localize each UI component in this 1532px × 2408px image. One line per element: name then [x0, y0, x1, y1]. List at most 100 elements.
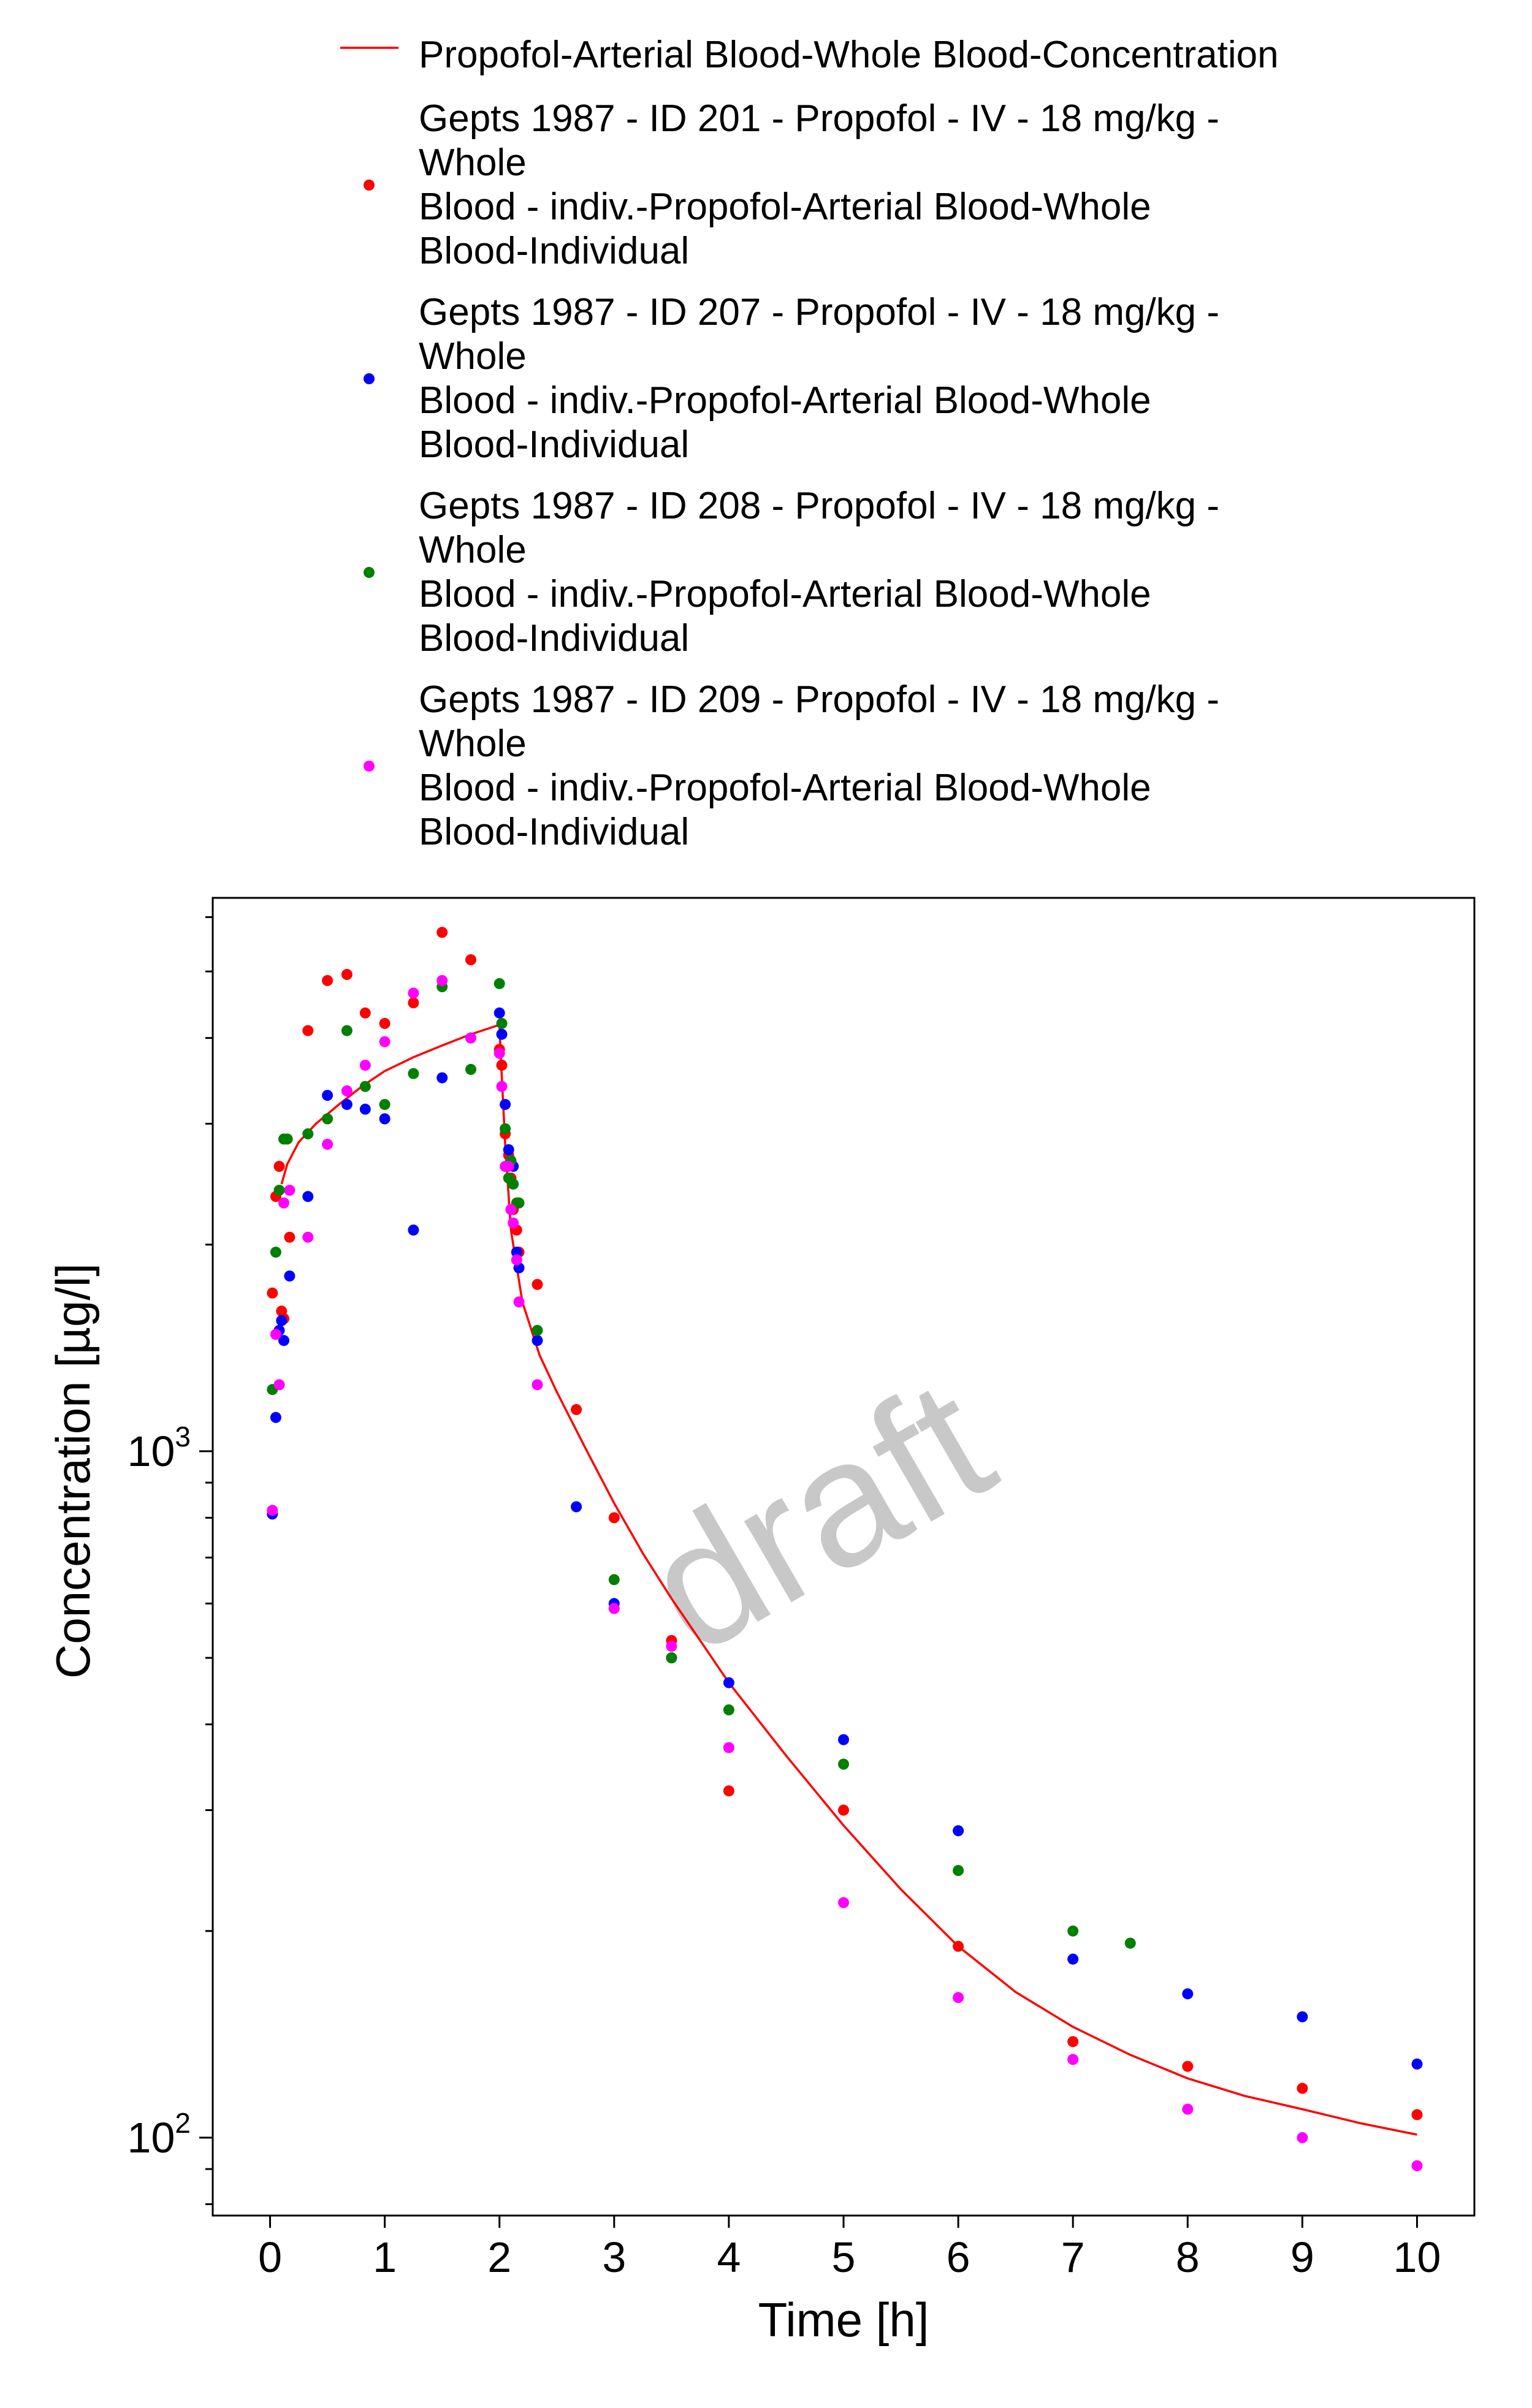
- data-point: [379, 1017, 391, 1029]
- data-point: [496, 1017, 508, 1029]
- data-point: [267, 1505, 278, 1516]
- legend-marker-swatch: [364, 373, 375, 384]
- data-point: [571, 1403, 582, 1415]
- data-point: [276, 1315, 288, 1326]
- data-point: [322, 1139, 333, 1150]
- data-point: [500, 1099, 511, 1111]
- data-point: [322, 1090, 333, 1101]
- data-point: [505, 1204, 517, 1215]
- data-point: [500, 1123, 511, 1134]
- x-tick-label: 7: [1061, 2233, 1085, 2281]
- data-point: [359, 1103, 371, 1115]
- data-point: [322, 974, 333, 986]
- data-point: [608, 1603, 620, 1614]
- data-point: [302, 1231, 314, 1243]
- data-point: [511, 1254, 522, 1266]
- data-point: [278, 1197, 289, 1209]
- y-axis-title: Concentration [µg/l]: [46, 1263, 100, 1679]
- data-point: [281, 1133, 293, 1145]
- data-point: [270, 1247, 281, 1258]
- data-point: [270, 1329, 281, 1340]
- data-point: [508, 1217, 519, 1229]
- data-point: [508, 1179, 519, 1190]
- data-point: [273, 1379, 285, 1391]
- data-point: [1411, 2058, 1423, 2070]
- y-axis: 102 103: [128, 916, 213, 2205]
- data-point: [436, 1072, 448, 1084]
- data-point: [953, 1825, 964, 1837]
- data-point: [666, 1641, 677, 1652]
- simulation-curve: [280, 1024, 1417, 2136]
- data-point: [496, 1060, 508, 1071]
- simulation-curve-layer: [280, 1024, 1417, 2136]
- data-point: [608, 1512, 620, 1524]
- data-point: [513, 1197, 525, 1209]
- data-point: [1182, 1988, 1194, 2000]
- data-point: [532, 1335, 543, 1346]
- x-tick-label: 9: [1290, 2233, 1314, 2281]
- data-point: [341, 969, 353, 980]
- x-tick-label: 4: [717, 2233, 741, 2281]
- data-point: [1182, 2103, 1194, 2115]
- x-tick-label: 1: [373, 2233, 397, 2281]
- x-tick-label: 10: [1393, 2233, 1441, 2281]
- data-point: [953, 1940, 964, 1952]
- data-point: [496, 1081, 508, 1092]
- data-point: [359, 1007, 371, 1019]
- data-point: [1297, 2011, 1308, 2022]
- data-point: [273, 1185, 285, 1196]
- series-points-4: [267, 974, 1423, 2171]
- observed-points-layer: [267, 927, 1423, 2171]
- legend-item-series-4: Gepts 1987 - ID 209 - Propofol - IV - 18…: [364, 678, 1219, 853]
- series-points-1: [267, 927, 1423, 2121]
- data-point: [494, 978, 505, 989]
- legend-item-series-1: Gepts 1987 - ID 201 - Propofol - IV - 18…: [364, 97, 1219, 272]
- data-point: [408, 1225, 419, 1236]
- data-point: [273, 1161, 285, 1172]
- data-point: [608, 1574, 620, 1586]
- data-point: [1297, 2132, 1308, 2143]
- y-tick-label: 103: [128, 1421, 191, 1475]
- data-point: [1411, 2109, 1423, 2121]
- data-point: [1182, 2060, 1194, 2072]
- data-point: [723, 1785, 734, 1797]
- data-point: [494, 1007, 505, 1019]
- data-point: [666, 1652, 677, 1663]
- data-point: [1067, 1953, 1079, 1965]
- data-point: [379, 1113, 391, 1125]
- data-point: [503, 1161, 514, 1172]
- data-point: [302, 1191, 314, 1202]
- legend: Propofol-Arterial Blood-Whole Blood-Conc…: [340, 34, 1279, 853]
- series-points-3: [267, 978, 1136, 1949]
- data-point: [341, 1025, 353, 1036]
- data-point: [532, 1379, 543, 1391]
- data-point: [838, 1897, 849, 1909]
- x-tick-label: 5: [832, 2233, 856, 2281]
- data-point: [436, 927, 448, 938]
- data-point: [465, 1032, 476, 1044]
- data-point: [322, 1113, 333, 1125]
- data-point: [284, 1185, 295, 1196]
- data-point: [723, 1742, 734, 1753]
- data-point: [511, 1247, 522, 1258]
- legend-label: Gepts 1987 - ID 209 - Propofol - IV - 18…: [419, 678, 1219, 853]
- y-tick-label: 102: [128, 2107, 191, 2162]
- data-point: [465, 954, 476, 965]
- data-point: [723, 1677, 734, 1688]
- data-point: [302, 1025, 314, 1036]
- data-point: [408, 987, 419, 999]
- data-point: [267, 1287, 278, 1299]
- data-point: [838, 1758, 849, 1770]
- legend-marker-swatch: [364, 180, 375, 191]
- data-point: [278, 1335, 289, 1346]
- x-tick-label: 3: [602, 2233, 626, 2281]
- data-point: [1124, 1937, 1136, 1949]
- data-point: [284, 1270, 295, 1282]
- data-point: [953, 1992, 964, 2004]
- data-point: [465, 1063, 476, 1075]
- x-tick-label: 6: [947, 2233, 970, 2281]
- legend-item-series-3: Gepts 1987 - ID 208 - Propofol - IV - 18…: [364, 485, 1219, 659]
- data-point: [379, 1099, 391, 1111]
- legend-marker-swatch: [364, 761, 375, 772]
